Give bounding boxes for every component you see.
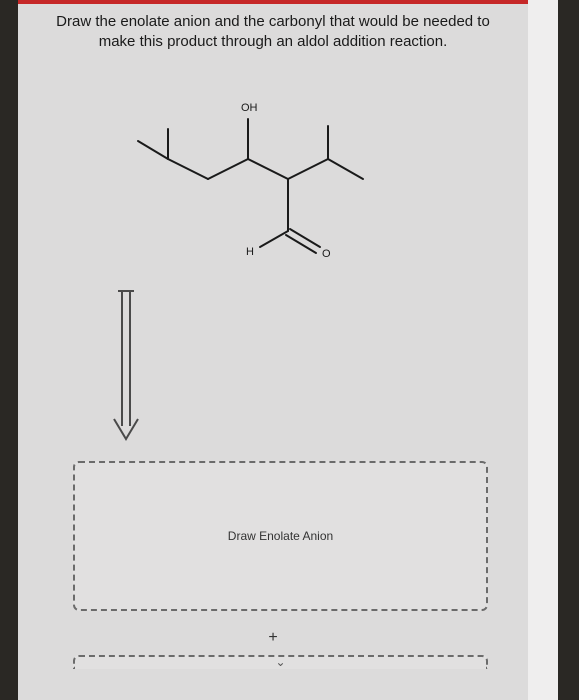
plus-symbol: + [268,629,277,646]
label-h: H [246,246,254,258]
plus-separator: + [18,629,528,647]
carbonyl-answer-box-partial[interactable]: ⌄ [73,655,488,669]
question-text: Draw the enolate anion and the carbonyl … [18,0,528,61]
label-oh: OH [241,102,258,114]
answer-box-label: Draw Enolate Anion [228,529,333,543]
question-line-1: Draw the enolate anion and the carbonyl … [56,13,490,30]
molecule-svg: OH H O [118,71,438,281]
main-panel: Draw the enolate anion and the carbonyl … [18,0,528,700]
page-wrap: Draw the enolate anion and the carbonyl … [18,0,558,700]
molecule-structure: OH H O [18,61,528,281]
question-line-2: make this product through an aldol addit… [99,33,448,50]
retro-arrow-icon [108,281,148,451]
chevron-down-icon: ⌄ [275,655,285,669]
label-o: O [322,248,331,260]
enolate-answer-box[interactable]: Draw Enolate Anion [73,461,488,611]
retro-arrow-area [18,281,528,461]
accent-bar [18,0,528,4]
side-strip [528,0,558,700]
